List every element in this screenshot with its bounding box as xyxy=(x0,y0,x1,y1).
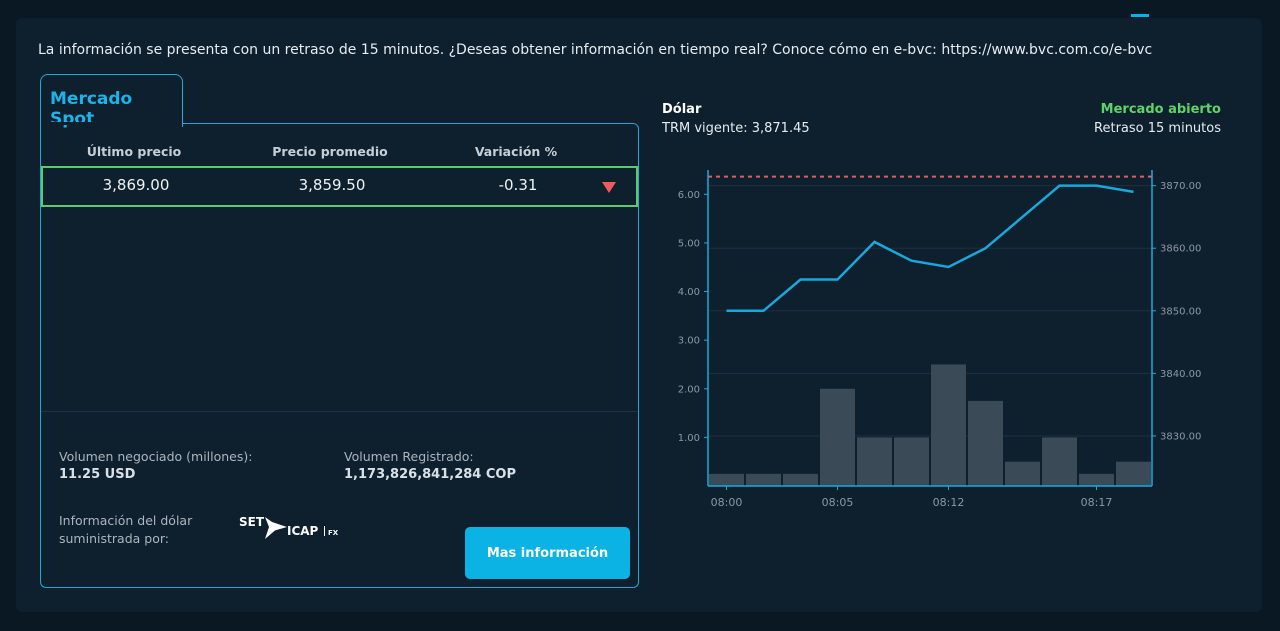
logo-icap-text: ICAP xyxy=(287,524,319,538)
avg-price-value: 3,859.50 xyxy=(298,176,366,194)
trm-label: TRM vigente: 3,871.45 xyxy=(662,121,810,136)
volume-bar xyxy=(783,473,818,486)
volume-bar xyxy=(931,364,966,486)
right-tick-label: 3860.00 xyxy=(1160,244,1201,255)
left-tick-label: 5.00 xyxy=(678,238,700,249)
price-series-line xyxy=(726,184,1134,313)
down-arrow-icon xyxy=(602,182,616,193)
header-avg-price: Precio promedio xyxy=(272,144,388,159)
registered-volume-label: Volumen Registrado: xyxy=(344,449,474,464)
volume-bar xyxy=(820,388,855,486)
left-tick-label: 3.00 xyxy=(678,336,700,347)
header-variation: Variación % xyxy=(474,144,558,159)
logo-set-text: SET xyxy=(239,515,265,529)
price-volume-chart: 1.00 2.00 3.00 4.00 5.00 6.00 3830.00 3840.00 38… xyxy=(678,170,1201,509)
x-tick-label: 08:00 xyxy=(711,496,743,509)
provider-label-line1: Información del dólar xyxy=(59,513,193,528)
right-tick-label: 3870.00 xyxy=(1160,181,1201,192)
volume-bar xyxy=(1079,473,1114,486)
provider-label-line2: suministrada por: xyxy=(59,531,169,546)
tab-mercado-spot[interactable]: Mercado Spot xyxy=(40,74,183,129)
x-tick-label: 08:05 xyxy=(822,496,854,509)
right-tick-label: 3830.00 xyxy=(1160,431,1201,442)
delay-label: Retraso 15 minutos xyxy=(1094,121,1221,136)
volume-bar xyxy=(1116,461,1151,486)
last-price-value: 3,869.00 xyxy=(102,176,170,194)
volume-bar xyxy=(709,473,744,486)
volume-bar xyxy=(1042,437,1077,486)
market-status-badge: Mercado abierto xyxy=(1100,102,1221,117)
dollar-market-card: La información se presenta con un retras… xyxy=(16,18,1262,612)
x-tick-label: 08:17 xyxy=(1081,496,1113,509)
left-tick-label: 6.00 xyxy=(678,190,700,201)
volume-bar xyxy=(968,400,1003,486)
volume-bar xyxy=(1005,461,1040,486)
delay-notice: La información se presenta con un retras… xyxy=(38,42,1153,58)
spot-panel: Último precio Precio promedio Variación … xyxy=(40,123,639,588)
left-tick-label: 1.00 xyxy=(678,433,700,444)
more-info-button[interactable]: Mas información xyxy=(465,527,630,579)
set-icap-logo: SET ICAP FX xyxy=(239,515,339,539)
logo-fx-text: FX xyxy=(328,529,339,537)
divider xyxy=(41,411,638,412)
header-last-price: Último precio xyxy=(86,144,182,159)
volume-value: 11.25 USD xyxy=(59,467,136,482)
volume-bar xyxy=(894,437,929,486)
x-tick-label: 08:12 xyxy=(933,496,965,509)
table-row: 3,869.00 3,859.50 -0.31 xyxy=(41,166,638,207)
left-tick-label: 2.00 xyxy=(678,384,700,395)
variation-value: -0.31 xyxy=(498,176,538,194)
top-indicator xyxy=(1131,14,1149,17)
right-tick-label: 3840.00 xyxy=(1160,369,1201,380)
volume-bar xyxy=(746,473,781,486)
left-tick-label: 4.00 xyxy=(678,287,700,298)
right-tick-label: 3850.00 xyxy=(1160,306,1201,317)
chart-title: Dólar xyxy=(662,102,702,117)
registered-volume-value: 1,173,826,841,284 COP xyxy=(344,467,516,482)
volume-label: Volumen negociado (millones): xyxy=(59,449,253,464)
volume-bar xyxy=(857,437,892,486)
